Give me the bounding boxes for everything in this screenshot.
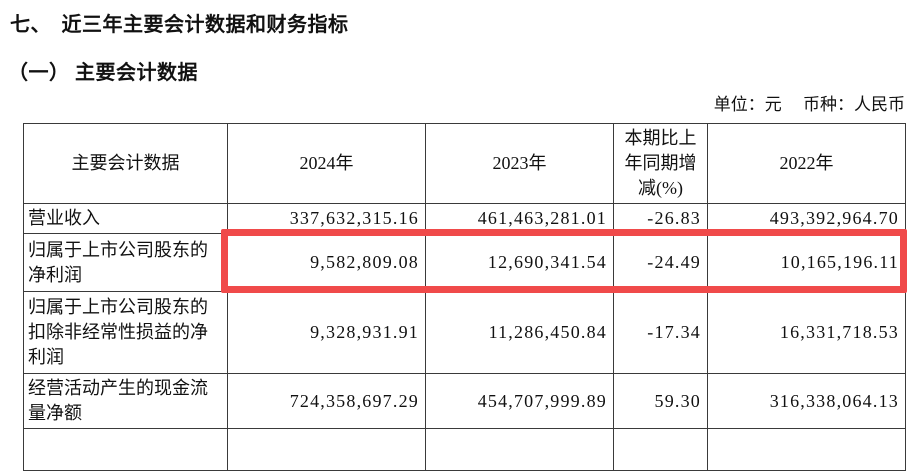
value-2024: 9,582,809.08: [227, 233, 426, 292]
table-row: 归属于上市公司股东的扣除非经常性损益的净利润 9,328,931.91 11,286…: [23, 291, 906, 374]
value-2022: 493,392,964.70: [707, 203, 906, 234]
accounting-data-table: 主要会计数据 2024年 2023年 本期比上年同期增减(%) 2022年 营业…: [23, 123, 906, 471]
table-row: 经营活动产生的现金流量净额 724,358,697.29 454,707,999.8…: [23, 373, 906, 429]
row-label: 归属于上市公司股东的净利润: [23, 233, 228, 292]
value-2023: 454,707,999.89: [425, 373, 614, 429]
value-2023: 461,463,281.01: [425, 203, 614, 234]
row-label: 经营活动产生的现金流量净额: [23, 373, 228, 429]
value-change: -26.83: [613, 203, 708, 234]
value-change: 59.30: [613, 373, 708, 429]
col-header-2023: 2023年: [425, 123, 614, 204]
row-label: 归属于上市公司股东的扣除非经常性损益的净利润: [23, 291, 228, 374]
table-header-row: 主要会计数据 2024年 2023年 本期比上年同期增减(%) 2022年: [23, 123, 906, 204]
value-2022: 10,165,196.11: [707, 233, 906, 292]
table-row: 营业收入 337,632,315.16 461,463,281.01 -26.83 49…: [23, 203, 906, 234]
col-header-yoy-change: 本期比上年同期增减(%): [613, 123, 708, 204]
value-2022: 16,331,718.53: [707, 291, 906, 374]
value-2024: 9,328,931.91: [227, 291, 426, 374]
unit-currency-note: 单位：元 币种：人民币: [713, 95, 905, 114]
col-header-2022: 2022年: [707, 123, 906, 204]
subsection-title: （一） 主要会计数据: [8, 62, 198, 84]
value-2024: 337,632,315.16: [227, 203, 426, 234]
value-change: -24.49: [613, 233, 708, 292]
value-2023: 12,690,341.54: [425, 233, 614, 292]
value-2023: 11,286,450.84: [425, 291, 614, 374]
row-label: 营业收入: [23, 203, 228, 234]
value-2022: 316,338,064.13: [707, 373, 906, 429]
table-row-highlighted: 归属于上市公司股东的净利润 9,582,809.08 12,690,341.54 -2…: [23, 233, 906, 292]
col-header-2024: 2024年: [227, 123, 426, 204]
col-header-metric: 主要会计数据: [23, 123, 228, 204]
section-title: 七、 近三年主要会计数据和财务指标: [10, 14, 349, 36]
value-2024: 724,358,697.29: [227, 373, 426, 429]
value-change: -17.34: [613, 291, 708, 374]
